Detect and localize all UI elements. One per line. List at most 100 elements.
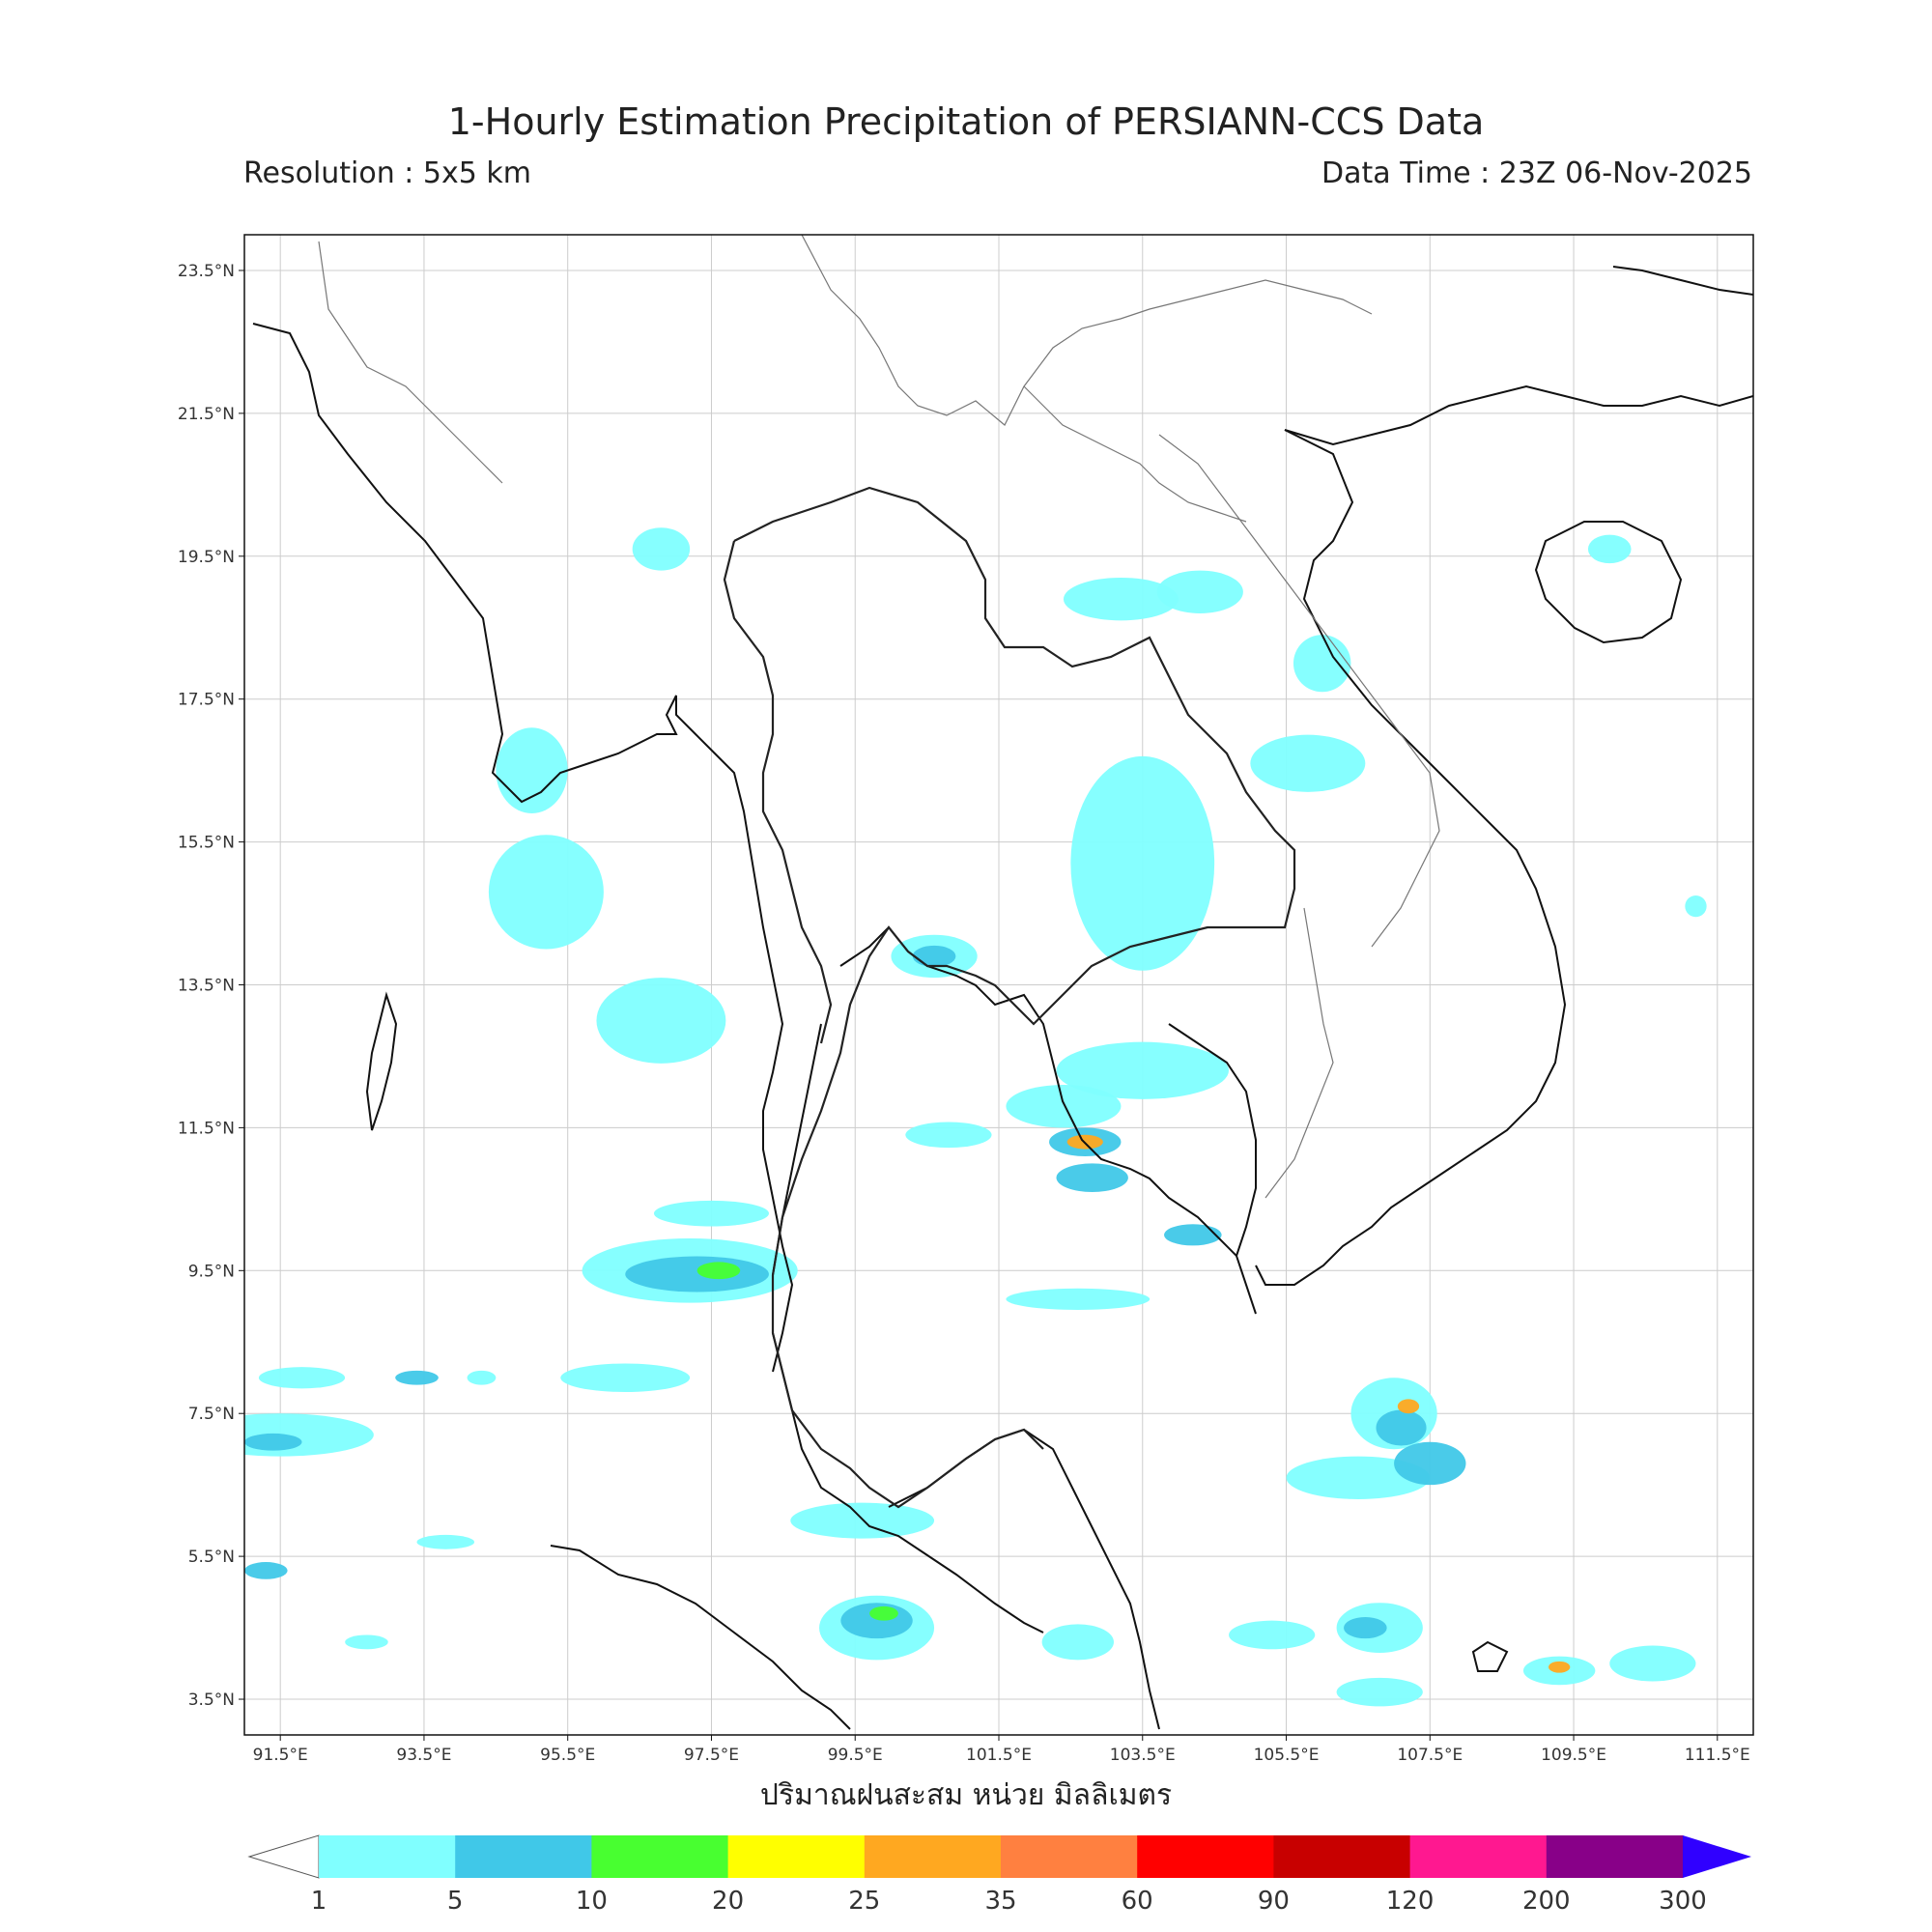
colorbar-segment — [727, 1835, 866, 1878]
axis-ticks: 23.5°N 21.5°N 19.5°N 17.5°N 15.5°N 13.5°N 11.5… — [178, 262, 1750, 1765]
map-title: 1-Hourly Estimation Precipitation of PER… — [447, 100, 1485, 143]
rain-cell — [1397, 1399, 1420, 1414]
lat-tick-label: 17.5°N — [178, 691, 235, 710]
lon-tick-label: 99.5°E — [828, 1746, 883, 1765]
rain-cell — [1336, 1677, 1423, 1707]
thailand-outline — [733, 486, 1296, 1509]
rain-cell — [869, 1605, 898, 1621]
lon-tick-label: 91.5°E — [253, 1746, 308, 1765]
rain-cell — [1344, 1616, 1387, 1639]
rain-cell — [912, 945, 956, 968]
lat-tick-label: 5.5°N — [188, 1548, 235, 1567]
rain-cell — [467, 1370, 497, 1385]
coastline-west-peninsula — [772, 1023, 1044, 1634]
lon-tick-label: 105.5°E — [1254, 1746, 1320, 1765]
rain-cell — [1156, 570, 1243, 613]
rain-cell — [395, 1370, 439, 1385]
rain-cell — [1164, 1224, 1222, 1246]
rain-cell — [1006, 1288, 1151, 1310]
rain-cell — [1286, 1456, 1431, 1499]
coastline-hainan — [1534, 521, 1683, 644]
colorbar-label: 10 — [576, 1887, 608, 1916]
colorbar-caption: ปริมาณฝนสะสม หน่วย มิลลิเมตร — [759, 1778, 1173, 1812]
border-cambodia-vietnam — [1264, 907, 1334, 1199]
colorbar-segment — [455, 1835, 592, 1878]
coastline-andaman — [365, 991, 398, 1131]
lat-tick-label: 21.5°N — [178, 405, 235, 424]
rain-cell — [560, 1363, 691, 1393]
rain-cell — [653, 1200, 769, 1227]
colorbar-over-arrow — [1683, 1835, 1751, 1878]
coastline-sumatra — [550, 1545, 851, 1730]
colorbar-label: 300 — [1659, 1887, 1707, 1916]
rain-cell — [790, 1502, 935, 1539]
lon-tick-label: 111.5°E — [1685, 1746, 1750, 1765]
rain-cell — [1229, 1620, 1316, 1650]
lat-tick-label: 9.5°N — [188, 1262, 235, 1281]
coastline-china — [1284, 384, 1753, 446]
rain-cell — [345, 1634, 388, 1650]
colorbar-label: 120 — [1386, 1887, 1435, 1916]
lat-tick-label: 11.5°N — [178, 1119, 235, 1138]
lat-tick-label: 19.5°N — [178, 548, 235, 567]
rain-cell — [625, 1256, 769, 1293]
lon-tick-label: 97.5°E — [684, 1746, 739, 1765]
colorbar-segment — [1273, 1835, 1411, 1878]
lat-tick-label: 15.5°N — [178, 834, 235, 853]
lon-tick-label: 107.5°E — [1397, 1746, 1463, 1765]
map-frame — [243, 234, 1754, 1736]
rain-cell — [1070, 755, 1215, 971]
border-laos-china — [1023, 385, 1247, 523]
colorbar-label: 20 — [712, 1887, 744, 1916]
rain-cell — [1006, 1085, 1122, 1128]
colorbar-segment — [864, 1835, 1002, 1878]
colorbar-label: 60 — [1122, 1887, 1153, 1916]
coastline-borneo — [1471, 1640, 1509, 1672]
rain-cell — [632, 527, 691, 571]
graticule — [244, 235, 1753, 1735]
lat-tick-label: 7.5°N — [188, 1405, 235, 1424]
lon-tick-label: 95.5°E — [540, 1746, 595, 1765]
rain-cell — [244, 1433, 302, 1451]
border-myanmar-china — [318, 241, 503, 484]
colorbar-label: 5 — [447, 1887, 464, 1916]
rain-cell — [1293, 635, 1351, 693]
rain-cell — [696, 1262, 741, 1280]
lon-tick-label: 103.5°E — [1110, 1746, 1176, 1765]
rain-cell — [1548, 1661, 1571, 1673]
rain-cell — [1376, 1409, 1427, 1446]
colorbar-segment — [1546, 1835, 1684, 1878]
lat-tick-label: 3.5°N — [188, 1690, 235, 1710]
rain-cell — [1394, 1441, 1466, 1486]
lon-tick-label: 101.5°E — [966, 1746, 1032, 1765]
colorbar-segment — [1409, 1835, 1548, 1878]
coastline-china-north — [1612, 266, 1753, 296]
coastline-mekong — [1168, 1023, 1257, 1257]
colorbar-segment — [1001, 1835, 1138, 1878]
rain-cell — [596, 978, 726, 1064]
rain-cell — [1056, 1163, 1128, 1192]
rain-cell — [1609, 1645, 1696, 1682]
colorbar: 1 5 10 20 25 35 60 90 120 200 300 — [247, 1834, 1751, 1916]
country-borders — [318, 235, 1440, 1199]
lat-tick-label: 13.5°N — [178, 977, 235, 996]
rain-cell — [905, 1122, 992, 1149]
rain-cell — [1587, 534, 1632, 564]
colorbar-label: 200 — [1522, 1887, 1571, 1916]
resolution-label: Resolution : 5x5 km — [243, 156, 531, 190]
colorbar-label: 1 — [311, 1887, 327, 1916]
lon-tick-label: 109.5°E — [1541, 1746, 1606, 1765]
border-laos-vietnam — [1158, 434, 1440, 948]
colorbar-segment — [1137, 1835, 1274, 1878]
rain-cell — [244, 1562, 288, 1579]
rain-cell — [488, 835, 604, 950]
data-time-label: Data Time : 23Z 06-Nov-2025 — [1321, 156, 1752, 190]
rain-cell — [1041, 1624, 1115, 1661]
coastlines — [252, 266, 1753, 1730]
rain-cell — [496, 727, 568, 814]
border-north — [801, 235, 1373, 426]
rain-cell — [1250, 734, 1366, 792]
coastline-vietnam — [1255, 429, 1567, 1286]
lon-tick-label: 93.5°E — [396, 1746, 451, 1765]
